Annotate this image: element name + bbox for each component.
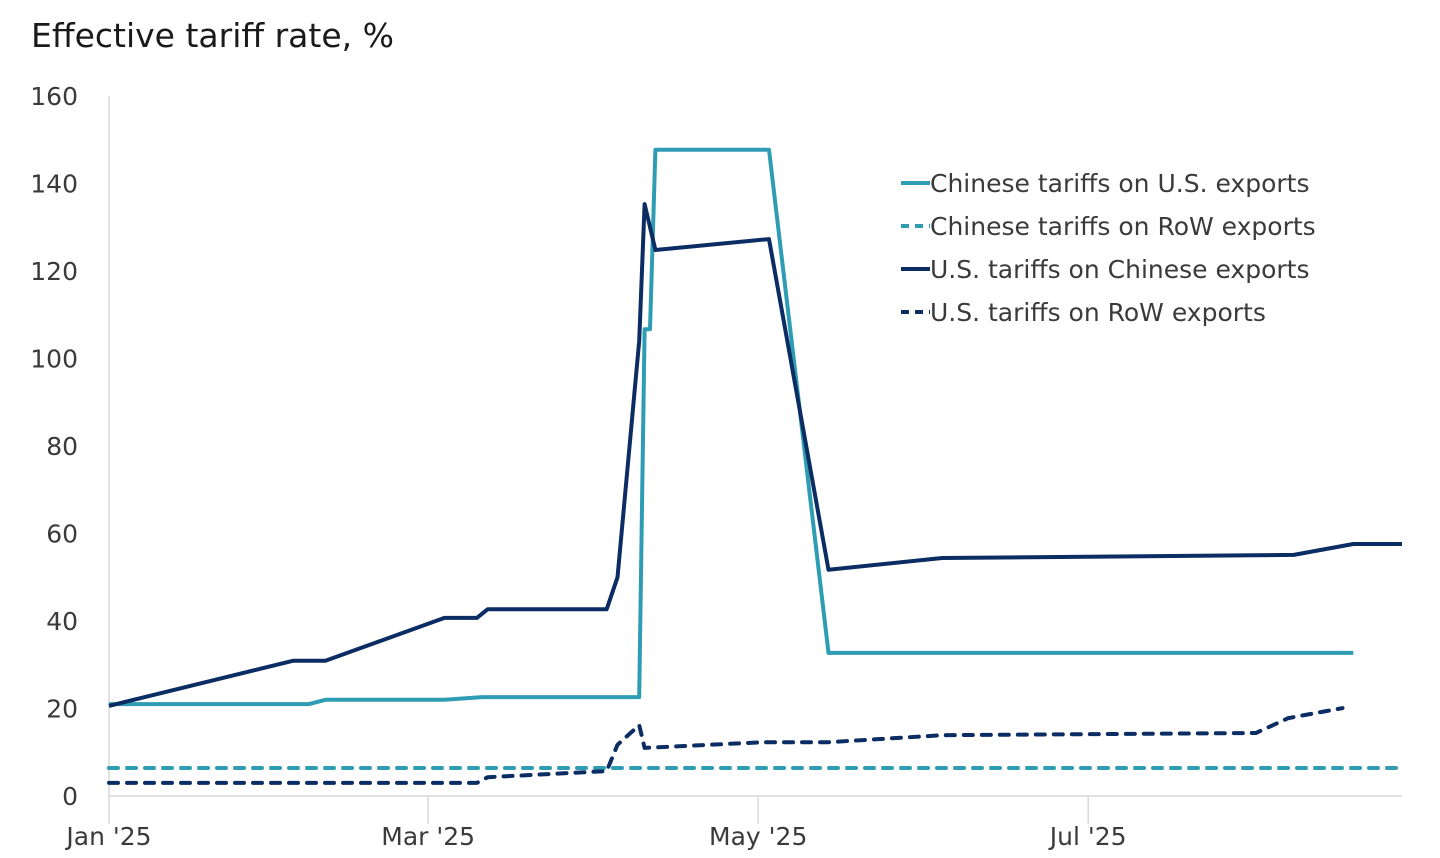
legend-label: Chinese tariffs on RoW exports xyxy=(930,212,1316,241)
y-tick-label: 0 xyxy=(62,782,78,811)
x-tick-label: Jul '25 xyxy=(1048,822,1127,851)
y-tick-label: 60 xyxy=(46,520,78,549)
legend-label: U.S. tariffs on RoW exports xyxy=(930,298,1266,327)
x-tick-label: Mar '25 xyxy=(381,822,475,851)
series-line-1 xyxy=(109,147,1354,707)
y-tick-label: 160 xyxy=(30,82,78,111)
y-tick-label: 40 xyxy=(46,607,78,636)
y-tick-label: 140 xyxy=(30,170,78,199)
x-tick-label: May '25 xyxy=(709,822,807,851)
y-tick-label: 120 xyxy=(30,257,78,286)
y-tick-label: 20 xyxy=(46,695,78,724)
series-line-4 xyxy=(107,706,1345,785)
chart-title: Effective tariff rate, % xyxy=(31,16,394,55)
legend-label: Chinese tariffs on U.S. exports xyxy=(930,169,1309,198)
legend-label: U.S. tariffs on Chinese exports xyxy=(930,255,1309,284)
y-tick-label: 100 xyxy=(30,345,78,374)
y-tick-label: 80 xyxy=(46,432,78,461)
series-line-3 xyxy=(108,202,1402,708)
x-tick-label: Jan '25 xyxy=(64,822,151,851)
